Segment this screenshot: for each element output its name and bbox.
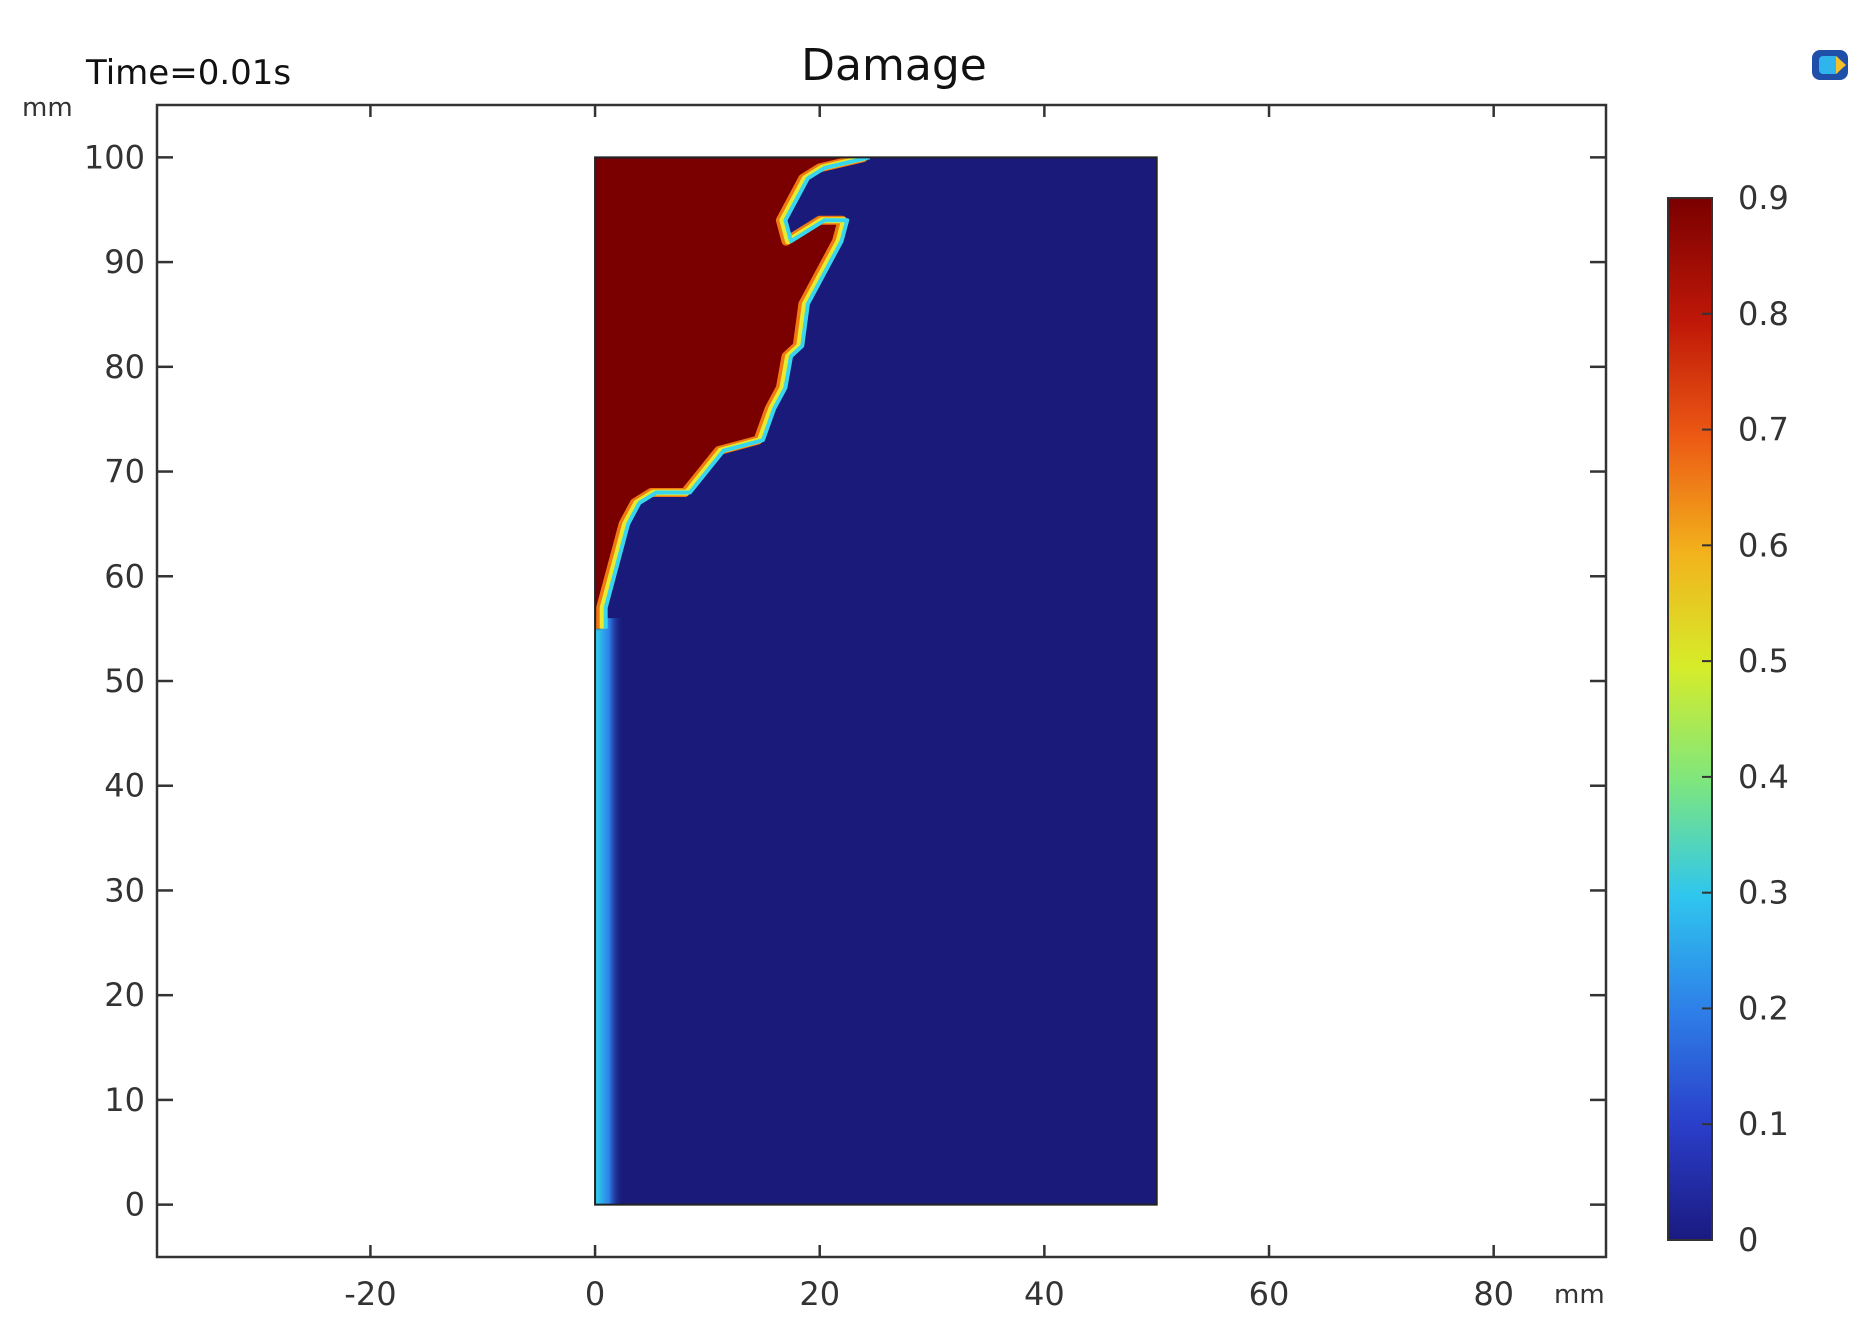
colorbar-tick-label: 0.8 <box>1738 295 1789 333</box>
damage-heatmap <box>594 156 1158 1206</box>
colorbar-tick-label: 0.9 <box>1738 179 1789 217</box>
x-axis-unit: mm <box>1554 1280 1605 1310</box>
y-tick-label: 50 <box>104 662 145 700</box>
x-tick-label: 0 <box>585 1275 605 1313</box>
colorbar-gradient <box>1667 197 1713 1241</box>
y-tick-label: 30 <box>104 871 145 909</box>
colorbar-tick-label: 0.7 <box>1738 411 1789 449</box>
colorbar-tick-label: 0.5 <box>1738 642 1789 680</box>
y-tick-label: 80 <box>104 348 145 386</box>
x-tick-label: 40 <box>1024 1275 1065 1313</box>
damage-front-yellow <box>599 157 868 629</box>
y-axis: 0 10 20 30 40 50 60 70 80 90 100 <box>84 138 1606 1224</box>
y-tick-label: 70 <box>104 453 145 491</box>
y-tick-label: 0 <box>125 1186 145 1224</box>
y-tick-label: 20 <box>104 976 145 1014</box>
domain-border <box>594 156 1158 1206</box>
y-tick-label: 40 <box>104 767 145 805</box>
colorbar-tick-label: 0.4 <box>1738 758 1789 796</box>
left-edge-damage-band <box>595 618 624 1205</box>
y-tick-label: 60 <box>104 557 145 595</box>
y-tick-label: 100 <box>84 138 145 176</box>
colorbar: 0 0.1 0.2 0.3 0.4 0.5 0.6 0.7 0.8 0.9 <box>1667 179 1789 1259</box>
x-tick-label: 60 <box>1249 1275 1290 1313</box>
colorbar-tick-label: 0.3 <box>1738 874 1789 912</box>
time-label: Time=0.01s <box>85 53 291 93</box>
colorbar-ticks: 0 0.1 0.2 0.3 0.4 0.5 0.6 0.7 0.8 0.9 <box>1702 179 1789 1259</box>
y-tick-label: 10 <box>104 1081 145 1119</box>
colorbar-tick-label: 0 <box>1738 1221 1758 1259</box>
colorbar-tick-label: 0.2 <box>1738 989 1789 1027</box>
damage-front-cyan <box>603 157 871 629</box>
x-tick-label: -20 <box>344 1275 396 1313</box>
damaged-region <box>595 157 865 629</box>
chart-title: Damage <box>801 40 987 91</box>
colorbar-tick-label: 0.1 <box>1738 1105 1789 1143</box>
x-axis: -20 0 20 40 60 80 <box>344 105 1514 1313</box>
colorbar-tick-label: 0.6 <box>1738 526 1789 564</box>
x-tick-label: 80 <box>1473 1275 1514 1313</box>
comsol-logo-icon <box>1812 50 1848 80</box>
x-tick-label: 20 <box>799 1275 840 1313</box>
y-axis-unit: mm <box>22 93 73 123</box>
y-tick-label: 90 <box>104 243 145 281</box>
